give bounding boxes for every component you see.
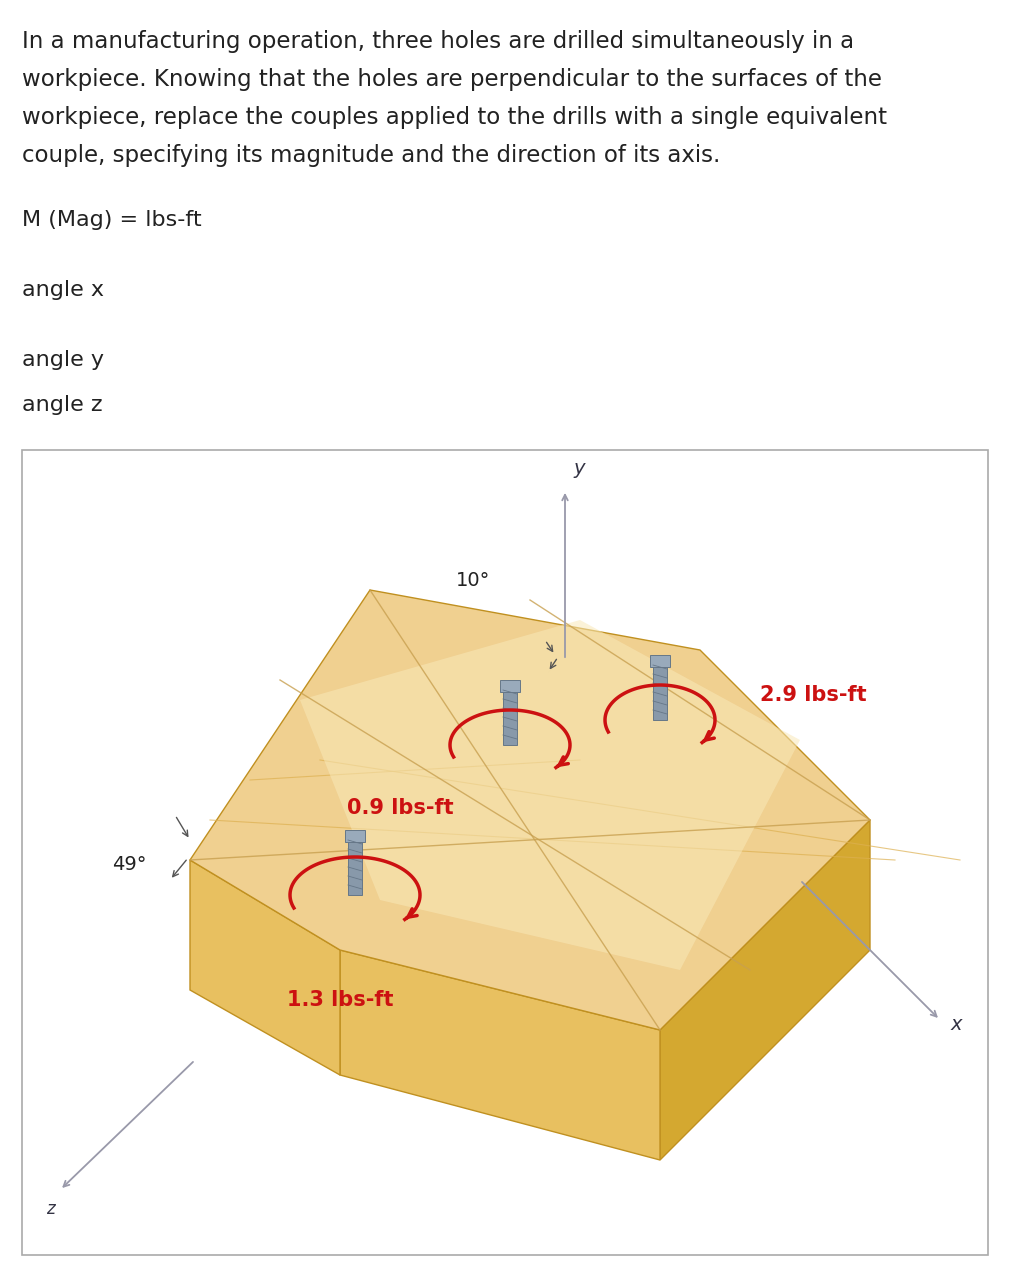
Polygon shape: [300, 620, 800, 970]
Text: angle x: angle x: [22, 280, 104, 300]
Text: M (Mag) = lbs-ft: M (Mag) = lbs-ft: [22, 210, 202, 230]
Text: angle y: angle y: [22, 349, 104, 370]
Text: angle z: angle z: [22, 396, 103, 415]
Bar: [348, 840, 362, 895]
Bar: [653, 666, 667, 719]
Text: workpiece. Knowing that the holes are perpendicular to the surfaces of the: workpiece. Knowing that the holes are pe…: [22, 68, 882, 91]
Bar: [345, 829, 365, 842]
Text: x: x: [950, 1015, 962, 1034]
Text: couple, specifying its magnitude and the direction of its axis.: couple, specifying its magnitude and the…: [22, 143, 720, 166]
Text: 10°: 10°: [456, 571, 490, 590]
Text: y: y: [573, 460, 585, 477]
Text: 49°: 49°: [112, 855, 146, 874]
Bar: [503, 690, 517, 745]
Text: workpiece, replace the couples applied to the drills with a single equivalent: workpiece, replace the couples applied t…: [22, 106, 887, 129]
Text: 0.9 lbs-ft: 0.9 lbs-ft: [346, 797, 453, 818]
Bar: [22, 451, 988, 1254]
Bar: [650, 655, 670, 667]
Polygon shape: [660, 820, 870, 1160]
Polygon shape: [190, 590, 870, 1030]
Bar: [500, 680, 520, 692]
Polygon shape: [340, 950, 660, 1160]
Text: 2.9 lbs-ft: 2.9 lbs-ft: [760, 685, 867, 705]
Text: z: z: [45, 1201, 55, 1219]
Polygon shape: [190, 860, 340, 1075]
Text: 1.3 lbs-ft: 1.3 lbs-ft: [287, 989, 393, 1010]
Text: In a manufacturing operation, three holes are drilled simultaneously in a: In a manufacturing operation, three hole…: [22, 29, 854, 52]
